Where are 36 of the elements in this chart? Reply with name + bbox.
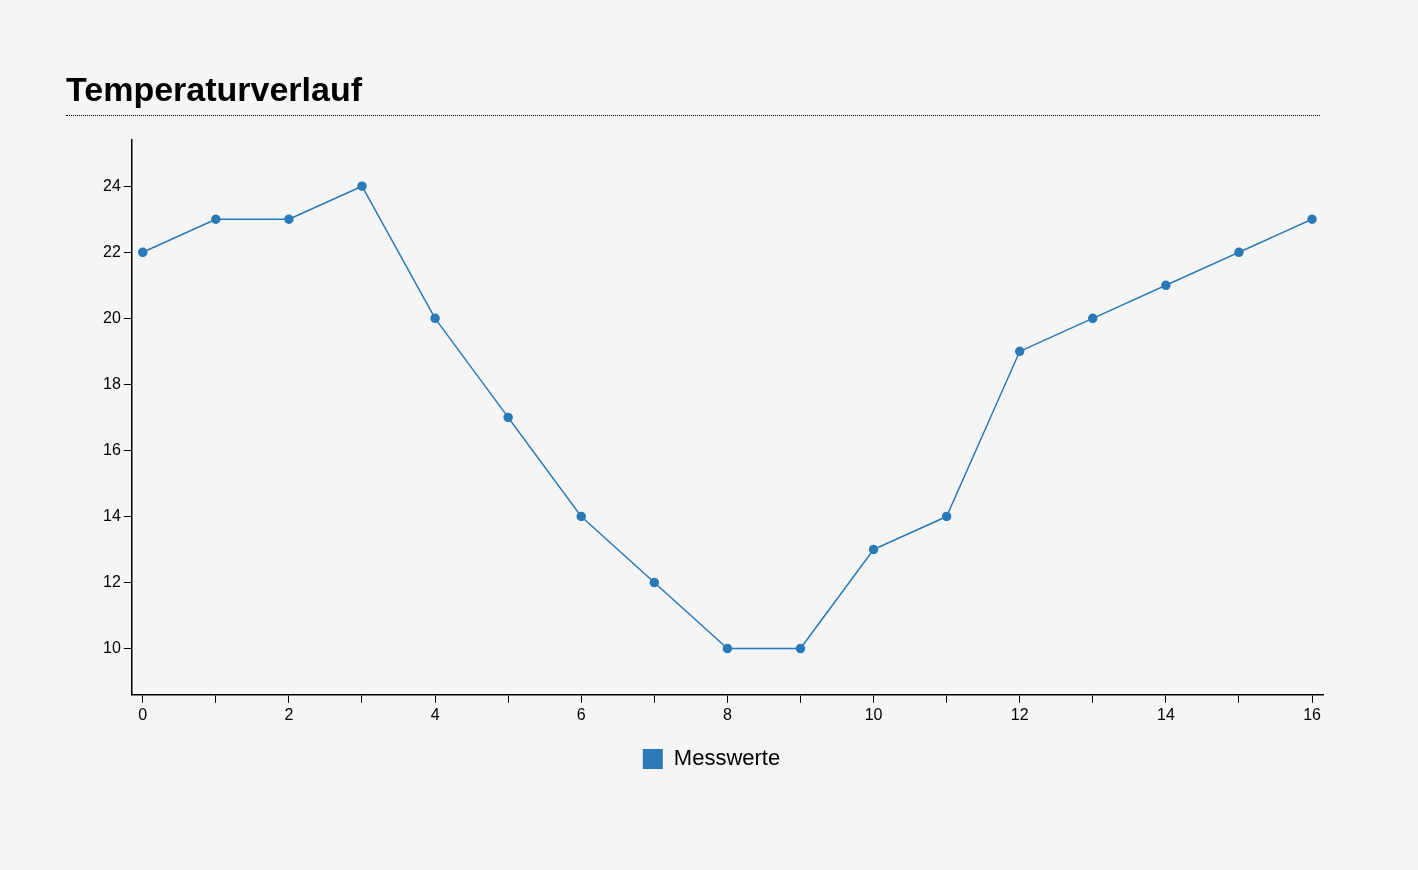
x-tick-label: 16	[1303, 705, 1322, 723]
point	[1234, 247, 1244, 258]
point	[1014, 346, 1025, 357]
x-tick-label: 10	[864, 705, 883, 723]
y-tick-label: 18	[103, 374, 121, 392]
point	[138, 247, 148, 258]
point	[1088, 313, 1098, 324]
point	[284, 214, 294, 225]
y-tick-label: 20	[103, 308, 121, 326]
point	[941, 511, 952, 522]
point	[795, 643, 806, 654]
point	[503, 412, 513, 423]
x-tick-label: 14	[1156, 705, 1175, 723]
point	[211, 214, 221, 225]
x-tick-label: 4	[430, 705, 440, 723]
point	[722, 643, 733, 654]
y-tick-label: 24	[103, 176, 121, 194]
y-tick-label: 10	[103, 638, 121, 656]
y-tick-label: 16	[103, 440, 121, 458]
y-tick-label: 12	[103, 572, 121, 590]
x-tick-label: 0	[138, 705, 148, 723]
point	[649, 577, 660, 588]
x-tick-label: 6	[576, 705, 586, 723]
x-tick-label: 8	[722, 705, 732, 723]
x-tick-label: 2	[284, 705, 294, 723]
point	[1307, 214, 1317, 225]
point	[357, 181, 367, 191]
point	[576, 511, 586, 522]
y-tick-label: 14	[103, 506, 121, 524]
point	[430, 313, 440, 324]
y-tick-label: 22	[103, 242, 121, 260]
point	[1161, 280, 1171, 291]
point	[868, 544, 879, 555]
chart-title: Temperaturverlauf	[66, 70, 1320, 116]
x-tick-label: 12	[1010, 705, 1029, 723]
legend-label: Messwerte	[673, 745, 781, 771]
